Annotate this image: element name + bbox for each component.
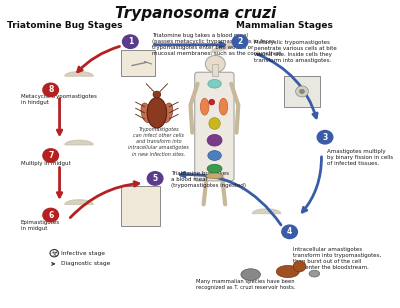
Text: Triatomine bug takes a blood meal
(passes metacyclic trypomastigotes in feces,
t: Triatomine bug takes a blood meal (passe… [152,34,281,56]
Circle shape [282,225,297,239]
Circle shape [317,131,333,144]
Polygon shape [65,71,93,76]
FancyBboxPatch shape [195,72,234,181]
Text: Amastigotes multiply
by binary fission in cells
of infected tissues.: Amastigotes multiply by binary fission i… [327,149,393,166]
Ellipse shape [207,135,222,146]
Circle shape [43,208,58,222]
Circle shape [43,83,58,97]
Ellipse shape [207,164,222,173]
Circle shape [232,35,248,48]
Ellipse shape [200,98,209,115]
Ellipse shape [309,270,320,277]
Text: 2: 2 [238,37,243,46]
Text: Intracellular amastigotes
transform into trypomastigotes,
then burst out of the : Intracellular amastigotes transform into… [293,247,381,270]
Polygon shape [252,209,281,213]
Circle shape [296,86,308,97]
FancyBboxPatch shape [284,76,320,107]
Text: Triatomine Bug Stages: Triatomine Bug Stages [7,21,123,30]
FancyBboxPatch shape [122,50,155,76]
Ellipse shape [209,118,220,129]
Text: Mammalian Stages: Mammalian Stages [236,21,333,30]
Circle shape [205,55,225,72]
Text: 8: 8 [48,85,53,95]
Ellipse shape [276,265,299,278]
Circle shape [300,89,304,94]
Text: Triatomine bug takes
a blood meal
(trypomastigotes ingested): Triatomine bug takes a blood meal (trypo… [171,171,246,188]
Circle shape [43,149,58,162]
Text: Epimastigotes
in midgut: Epimastigotes in midgut [21,220,60,231]
Text: 1: 1 [128,37,133,46]
Text: 4: 4 [287,227,292,236]
Circle shape [147,172,163,185]
Text: 5: 5 [152,174,158,183]
Text: 6: 6 [48,211,53,220]
Text: Diagnostic stage: Diagnostic stage [61,261,111,266]
Polygon shape [211,43,244,53]
Text: 3: 3 [322,133,328,142]
Text: Metacyclic trypomastigotes
penetrate various cells at bite
wound site. Inside ce: Metacyclic trypomastigotes penetrate var… [254,39,337,63]
Ellipse shape [208,151,221,160]
Ellipse shape [147,98,167,128]
Ellipse shape [141,103,152,123]
Text: 7: 7 [48,151,53,160]
Polygon shape [65,140,93,145]
Text: Metacyclic trypomastigotes
in hindgut: Metacyclic trypomastigotes in hindgut [21,95,96,105]
Circle shape [122,35,138,48]
Ellipse shape [219,98,228,115]
Ellipse shape [153,91,161,98]
Text: Infective stage: Infective stage [61,251,105,256]
Ellipse shape [206,173,223,179]
Bar [212,64,218,76]
FancyBboxPatch shape [122,186,160,226]
Polygon shape [65,200,93,205]
Ellipse shape [162,103,173,123]
Text: Multiply in midgut: Multiply in midgut [21,161,70,166]
Text: ☣: ☣ [50,249,58,258]
Ellipse shape [241,269,260,280]
Ellipse shape [208,79,221,88]
Circle shape [293,261,306,272]
Text: Trypanosoma cruzi: Trypanosoma cruzi [115,6,276,21]
Text: Many mammalian species have been
recognized as T. cruzi reservoir hosts.: Many mammalian species have been recogni… [196,279,295,290]
Text: Trypomastigotes
can infect other cells
and transform into
intracellular amastigo: Trypomastigotes can infect other cells a… [128,127,189,157]
Ellipse shape [209,99,214,105]
